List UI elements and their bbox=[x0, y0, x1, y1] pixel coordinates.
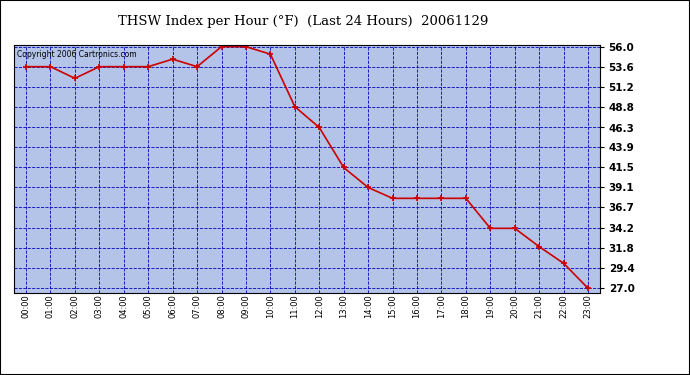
Text: Copyright 2006 Cartronics.com: Copyright 2006 Cartronics.com bbox=[17, 50, 137, 59]
Text: THSW Index per Hour (°F)  (Last 24 Hours)  20061129: THSW Index per Hour (°F) (Last 24 Hours)… bbox=[119, 15, 489, 28]
